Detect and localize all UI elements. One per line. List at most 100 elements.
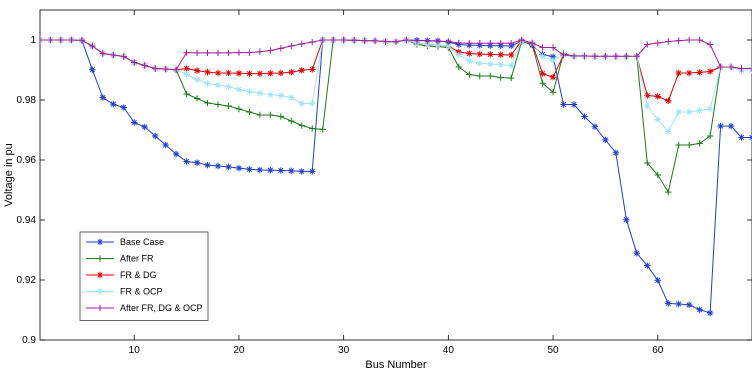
legend-label: After FR [120,254,154,264]
data-point-fr-dg [654,93,661,100]
data-point-after-fr-dg-ocp [309,38,316,46]
data-point-fr-ocp [225,83,232,90]
series-after-fr-dg-ocp [40,36,752,73]
data-point-fr-ocp [507,62,515,69]
data-point-fr-dg [246,70,253,77]
data-point-fr-ocp [675,108,682,116]
data-point-after-fr-dg-ocp [40,36,44,44]
data-point-after-fr-dg-ocp [371,37,379,45]
data-point-base-case [235,164,243,172]
data-point-after-fr-dg-ocp [528,39,536,47]
data-point-base-case [675,300,682,308]
data-point-after-fr-dg-ocp [487,40,494,47]
data-point-fr-dg [497,51,504,58]
data-point-base-case [204,161,211,169]
legend-entry-base-case: Base Case [86,237,164,247]
data-point-after-fr-dg-ocp [319,36,326,44]
data-point-fr-dg [675,69,682,77]
data-point-base-case [717,122,724,130]
data-point-after-fr-dg-ocp [214,49,222,57]
data-point-after-fr-dg-ocp [685,36,693,44]
x-tick-label: 20 [233,345,245,356]
legend-entry-fr-dg: FR & DG [86,270,157,280]
data-point-after-fr-dg-ocp [256,48,264,55]
data-point-fr-dg [225,69,232,77]
data-point-base-case [696,306,703,313]
data-point-fr-dg [193,67,201,74]
data-point-after-fr-dg-ocp [476,40,483,47]
data-point-fr-dg [204,68,211,76]
data-point-after-fr-dg-ocp [466,40,473,47]
data-point-base-case [570,101,578,108]
data-point-base-case [633,250,641,257]
x-tick-label: 60 [652,345,664,356]
data-point-after-fr-dg-ocp [455,39,463,47]
data-point-fr-dg [685,69,693,77]
data-point-after-fr [277,113,285,120]
data-point-after-fr-dg-ocp [193,49,201,57]
data-point-fr-ocp [466,57,473,65]
data-point-after-fr-dg-ocp [120,53,127,60]
legend: Base Case After FR FR & DG FR & OCP After FR… [79,231,209,321]
y-tick-label: 0.96 [17,155,37,166]
data-point-after-fr-dg-ocp [675,37,682,44]
data-point-after-fr [476,72,483,80]
data-point-after-fr-dg-ocp [361,37,368,44]
data-point-fr-ocp [706,105,714,113]
data-point-after-fr [696,140,703,147]
data-point-fr-dg [235,70,243,77]
legend-marker [96,238,104,246]
data-point-after-fr-dg-ocp [78,37,86,44]
data-point-after-fr-dg-ocp [350,37,358,44]
data-point-fr-dg [183,65,190,72]
data-point-after-fr-dg-ocp [413,37,421,44]
data-point-after-fr-dg-ocp [277,45,285,52]
legend-marker [96,271,104,279]
data-point-after-fr [246,108,253,116]
x-tick-label: 50 [547,345,559,356]
data-point-base-case [309,168,316,175]
data-point-base-case [581,113,588,120]
data-point-after-fr [455,63,463,71]
data-point-fr-dg [309,66,316,73]
data-point-base-case [99,94,107,101]
data-point-after-fr [267,111,274,119]
data-point-base-case [120,104,127,111]
y-tick-label: 0.94 [17,215,37,226]
data-point-after-fr-dg-ocp [267,47,274,54]
data-point-after-fr-dg-ocp [696,36,703,44]
legend-marker [96,304,104,312]
data-point-after-fr-dg-ocp [235,49,243,56]
legend-marker [96,288,104,295]
data-point-after-fr-dg-ocp [225,49,232,57]
data-point-after-fr-dg-ocp [329,36,337,44]
data-point-after-fr-dg-ocp [110,51,117,59]
data-point-base-case [277,167,285,174]
data-point-fr-dg [507,51,515,59]
data-point-after-fr [214,101,222,108]
data-point-after-fr [193,95,201,102]
data-point-base-case [172,150,180,158]
data-point-after-fr-dg-ocp [706,41,714,48]
data-point-after-fr-dg-ocp [560,51,567,59]
data-point-base-case [214,162,222,170]
data-point-after-fr-dg-ocp [507,40,515,47]
data-point-base-case [685,301,693,309]
data-point-after-fr-dg-ocp [570,52,578,60]
data-point-after-fr-dg-ocp [654,39,661,47]
data-point-fr-ocp [193,76,201,83]
data-point-after-fr [319,126,326,133]
data-point-after-fr [685,141,693,149]
data-point-after-fr-dg-ocp [204,49,211,57]
data-point-fr-dg [487,51,494,58]
data-point-after-fr-dg-ocp [99,50,107,57]
data-point-after-fr-dg-ocp [727,63,735,71]
data-point-after-fr-dg-ocp [434,38,442,45]
data-point-base-case [131,119,138,126]
data-point-after-fr-dg-ocp [162,65,169,73]
data-point-after-fr [487,72,494,80]
data-point-after-fr-dg-ocp [424,37,431,45]
y-tick-label: 0.98 [17,95,37,106]
data-point-after-fr-dg-ocp [717,63,724,71]
data-point-after-fr [706,132,714,140]
